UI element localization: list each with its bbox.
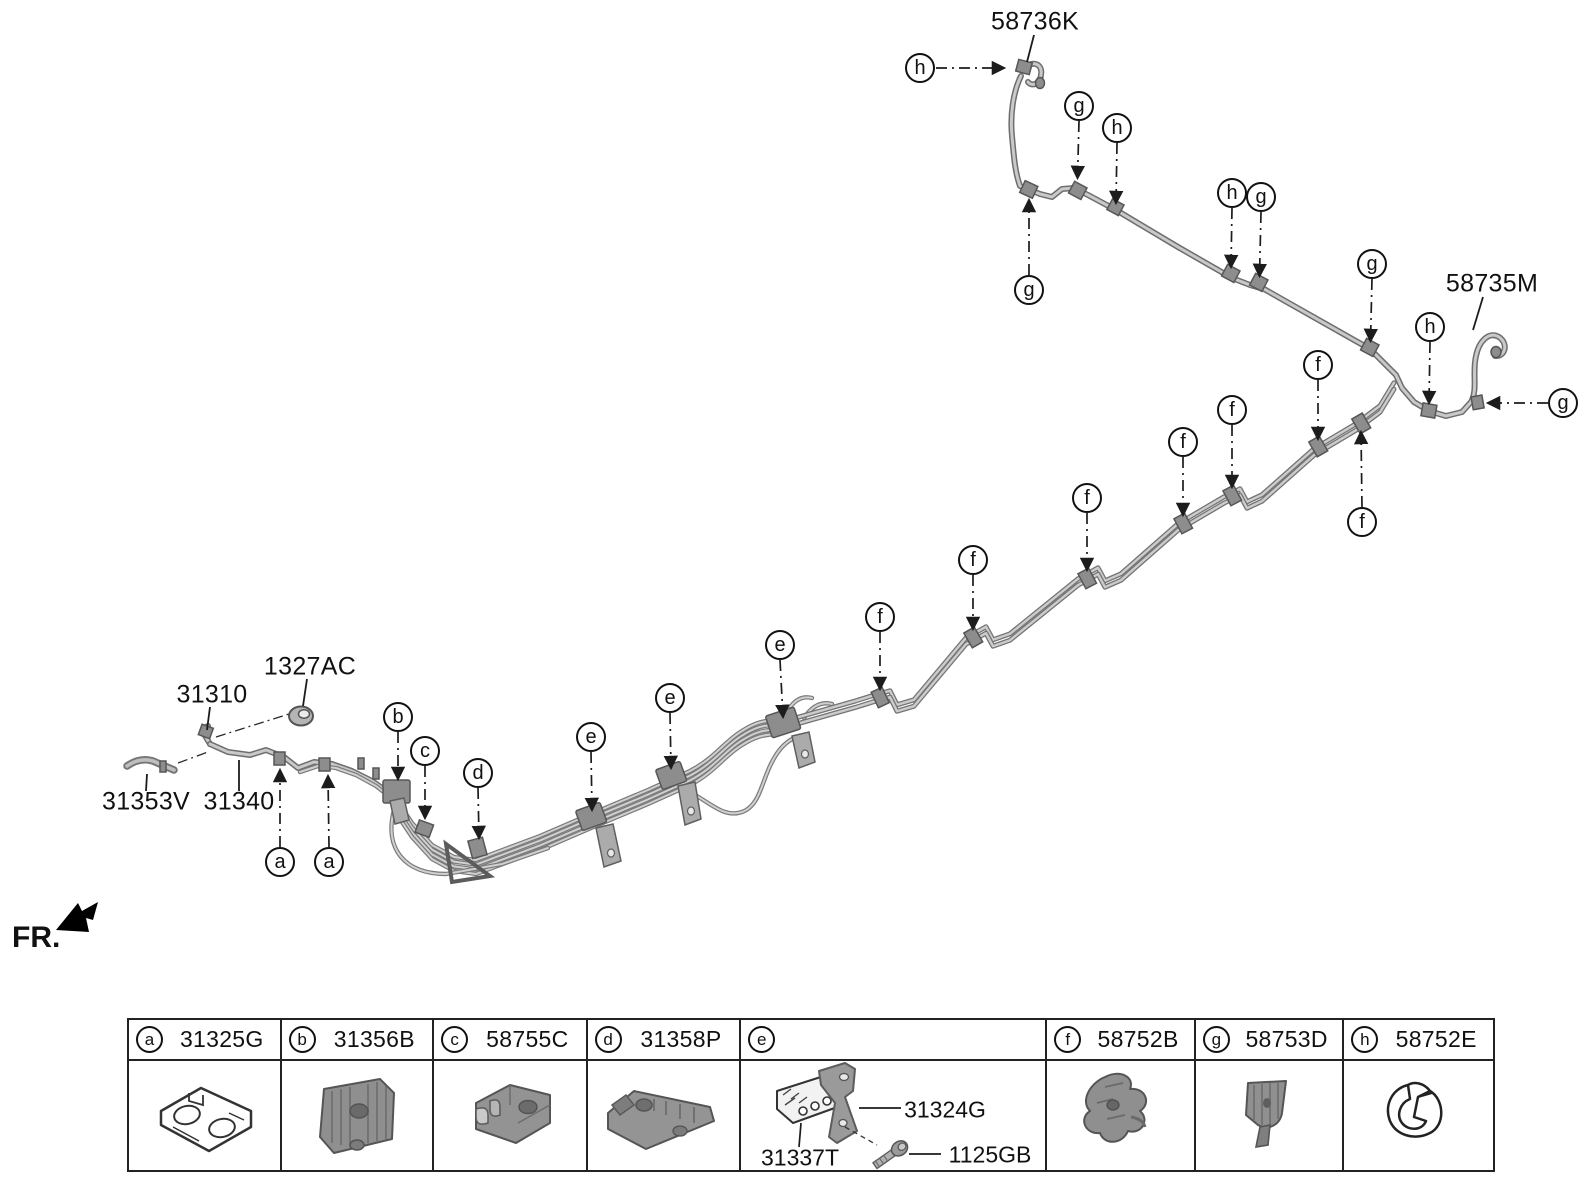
callout-c-1[interactable]: c [410,736,440,766]
legend-header-d[interactable]: d 31358P [587,1020,740,1061]
legend-image-d [588,1061,740,1170]
legend-col-g[interactable]: g 58753D [1195,1020,1345,1170]
legend-image-a [129,1061,280,1170]
callout-f-1[interactable]: f [1303,350,1333,380]
callout-g-1[interactable]: g [1064,91,1094,121]
callout-g-4[interactable]: g [1357,249,1387,279]
legend-letter-e: e [748,1026,776,1053]
legend-header-h[interactable]: h 58752E [1344,1020,1493,1061]
legend-header-e[interactable]: e [741,1020,1046,1061]
legend-image-c [434,1061,586,1170]
part-label-58735M[interactable]: 58735M [1445,269,1539,298]
pipe-clamps-f [870,412,1372,709]
legend-letter-g: g [1202,1026,1230,1053]
legend-col-h[interactable]: h 58752E [1344,1020,1493,1170]
legend-header-c[interactable]: c 58755C [434,1020,586,1061]
front-direction-label: FR. [12,921,61,954]
callout-e-2[interactable]: e [655,683,685,713]
part-image-clamp-31325G [159,1086,253,1153]
legend-image-e [741,1061,1045,1170]
label-leaders [145,34,1484,792]
legend-letter-h: h [1351,1026,1379,1053]
legend-image-g [1196,1061,1343,1170]
legend-partno-g[interactable]: 58753D [1245,1026,1328,1052]
legend-partno-a[interactable]: 31325G [179,1026,264,1052]
part-image-clip-58752B [1083,1072,1148,1143]
part-label-1125GB[interactable]: 1125GB [948,1141,1032,1168]
fr-direction-arrow [56,902,98,932]
callout-f-2[interactable]: f [1347,507,1377,537]
legend-partno-b[interactable]: 31356B [333,1026,415,1052]
part-image-clip-58753D [1244,1080,1287,1148]
chassis-fuel-pipes [775,383,1394,730]
callout-d-1[interactable]: d [463,758,493,788]
grommet-1327AC [288,705,314,727]
callout-a-1[interactable]: a [265,847,295,877]
callout-h-3[interactable]: h [1217,178,1247,208]
part-image-bracket-assembly [776,1062,942,1170]
callout-f-7[interactable]: f [865,602,895,632]
legend-header-a[interactable]: a 31325G [129,1020,280,1061]
callout-h-1[interactable]: h [905,53,935,83]
callout-g-5[interactable]: g [1548,388,1578,418]
legend-letter-a: a [136,1026,163,1053]
part-label-31353V[interactable]: 31353V [102,787,190,816]
legend-col-b[interactable]: b 31356B [281,1020,435,1170]
part-label-31324G[interactable]: 31324G [904,1096,986,1123]
part-image-holder-31356B [318,1078,395,1154]
callout-f-4[interactable]: f [1168,427,1198,457]
callout-b-1[interactable]: b [383,702,413,732]
legend-col-e[interactable]: e [741,1020,1048,1170]
legend-col-a[interactable]: a 31325G [129,1020,282,1170]
part-label-31340[interactable]: 31340 [203,787,275,816]
legend-image-h [1344,1061,1493,1170]
part-image-holder-31358P [606,1090,715,1150]
legend-image-b [282,1061,433,1170]
hose-31353V [123,756,178,774]
callout-e-1[interactable]: e [765,630,795,660]
parts-legend-table: a 31325G b 31356B [127,1018,1495,1172]
legend-header-b[interactable]: b 31356B [281,1020,433,1061]
legend-partno-h[interactable]: 58752E [1395,1026,1477,1052]
part-label-1327AC[interactable]: 1327AC [263,652,357,681]
legend-letter-d: d [594,1026,622,1053]
callout-f-3[interactable]: f [1217,395,1247,425]
legend-letter-f: f [1054,1026,1082,1053]
legend-partno-c[interactable]: 58755C [486,1026,569,1052]
legend-header-g[interactable]: g 58753D [1195,1020,1343,1061]
legend-col-f[interactable]: f 58752B [1047,1020,1196,1170]
callout-f-6[interactable]: f [958,545,988,575]
part-image-holder-58755C [475,1084,552,1144]
callout-h-4[interactable]: h [1415,312,1445,342]
callout-a-2[interactable]: a [314,847,344,877]
callout-e-3[interactable]: e [576,722,606,752]
legend-partno-d[interactable]: 31358P [640,1026,722,1052]
part-label-58736K[interactable]: 58736K [991,7,1079,36]
callout-g-3[interactable]: g [1246,182,1276,212]
callout-f-5[interactable]: f [1072,483,1102,513]
part-label-31310[interactable]: 31310 [176,680,248,709]
legend-header-f[interactable]: f 58752B [1047,1020,1194,1061]
legend-letter-b: b [288,1026,316,1053]
callout-arrows [272,60,1548,848]
legend-partno-f[interactable]: 58752B [1097,1026,1179,1052]
legend-image-f [1047,1061,1194,1170]
bundle-holders [273,706,816,868]
pipe-clamps-top [1018,179,1485,419]
part-label-31337T[interactable]: 31337T [760,1144,840,1171]
rear-brake-pipe [1011,58,1504,416]
legend-col-d[interactable]: d 31358P [587,1020,742,1170]
callout-g-2[interactable]: g [1014,275,1044,305]
part-image-clip-58752E [1387,1081,1443,1138]
legend-letter-c: c [441,1026,469,1053]
callout-h-2[interactable]: h [1102,113,1132,143]
legend-col-c[interactable]: c 58755C [434,1020,588,1170]
